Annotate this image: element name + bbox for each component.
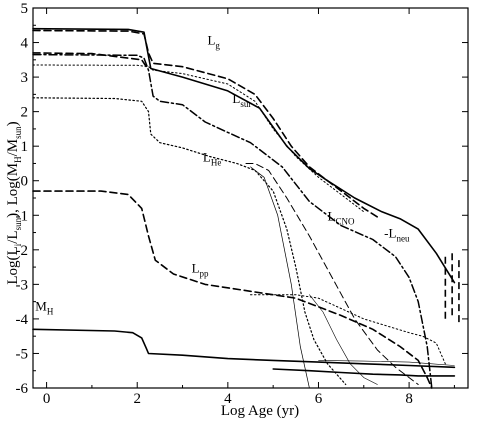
y-tick-label: 0 — [21, 174, 29, 190]
y-title-part-4: /M — [5, 139, 21, 157]
x-tick-label: 0 — [43, 391, 51, 407]
label-main: L — [207, 32, 215, 47]
label-sub: pp — [200, 268, 210, 278]
series-thin-steep — [250, 166, 310, 389]
y-title-part-2: /L — [5, 230, 21, 243]
x-tick-label: 4 — [224, 391, 232, 407]
series-l-g-dashed-2 — [32, 52, 148, 68]
y-tick-label: -3 — [16, 277, 29, 293]
label-sub: neu — [396, 234, 409, 244]
label-l-cno: LCNO — [328, 208, 355, 226]
y-title-sub-3: H — [13, 156, 23, 163]
series-l-pp — [32, 190, 433, 389]
y-title-sub-2: sun — [13, 217, 23, 230]
label-l-he: LHe — [203, 150, 221, 168]
label-main: L — [192, 260, 200, 275]
label-sub: He — [211, 158, 222, 168]
series-m-h — [32, 328, 456, 369]
y-title-sub-4: sun — [13, 126, 23, 139]
label-m-h: MH — [35, 298, 54, 316]
y-tick-label: -2 — [16, 243, 29, 259]
y-tick-label: -5 — [16, 346, 29, 362]
label-sub: H — [47, 306, 54, 316]
label-main: L — [328, 208, 336, 223]
y-tick-label: 5 — [21, 1, 29, 17]
label-main: M — [35, 298, 47, 313]
x-axis-title: Log Age (yr) — [221, 403, 299, 419]
y-title-part-5: ) — [5, 121, 21, 126]
y-tick-label: -4 — [16, 312, 29, 328]
label-l-pp: Lpp — [192, 260, 209, 278]
y-tick-label: 3 — [21, 70, 29, 86]
series-l-cno — [32, 53, 433, 389]
series-l-g — [32, 29, 379, 218]
label-main: L — [203, 150, 211, 165]
y-title-part-3: ), Log(M — [5, 163, 21, 218]
label-l-sur: Lsur — [232, 91, 251, 109]
y-axis-title: Log(Li/Lsun), Log(MH/Msun) — [5, 121, 23, 284]
x-tick-label: 8 — [405, 391, 413, 407]
y-title-sub-1: i — [13, 243, 23, 246]
label-main: L — [232, 91, 240, 106]
y-tick-label: -6 — [16, 381, 29, 397]
y-tick-label: 4 — [21, 36, 29, 52]
y-tick-label: -1 — [16, 208, 29, 224]
x-tick-label: 2 — [133, 391, 141, 407]
x-tick-label: 6 — [315, 391, 323, 407]
label-main: -L — [384, 226, 396, 241]
label-sub: g — [215, 40, 220, 50]
label-sub: CNO — [335, 216, 355, 226]
y-title-part-1: Log(L — [5, 246, 21, 284]
axis-ticks: 0 2 4 6 8 5 4 3 2 1 0 -1 -2 -3 -4 -5 -6 — [16, 1, 468, 407]
y-tick-label: 1 — [21, 139, 29, 155]
label-l-g: Lg — [207, 32, 220, 50]
y-tick-label: 2 — [21, 105, 29, 121]
series-l-thin-dotted — [32, 64, 365, 213]
series-l-sur — [32, 27, 456, 284]
series-thin-dotted-low — [250, 294, 446, 365]
series-low-solid — [272, 368, 456, 377]
series-l-he — [32, 97, 347, 386]
label-sub: sur — [240, 99, 251, 109]
series-l-neu — [245, 163, 419, 385]
series-layer — [32, 27, 460, 389]
series-thin-steep-2 — [309, 294, 378, 385]
label-l-neu: -Lneu — [384, 226, 410, 244]
